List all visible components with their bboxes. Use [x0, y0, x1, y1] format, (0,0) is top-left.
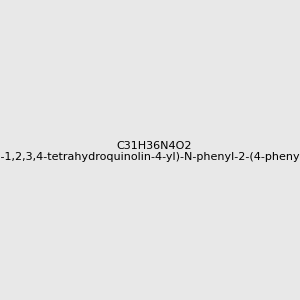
Text: C31H36N4O2
N-(2-methyl-1-propanoyl-1,2,3,4-tetrahydroquinolin-4-yl)-N-phenyl-2-(: C31H36N4O2 N-(2-methyl-1-propanoyl-1,2,3…: [0, 141, 300, 162]
